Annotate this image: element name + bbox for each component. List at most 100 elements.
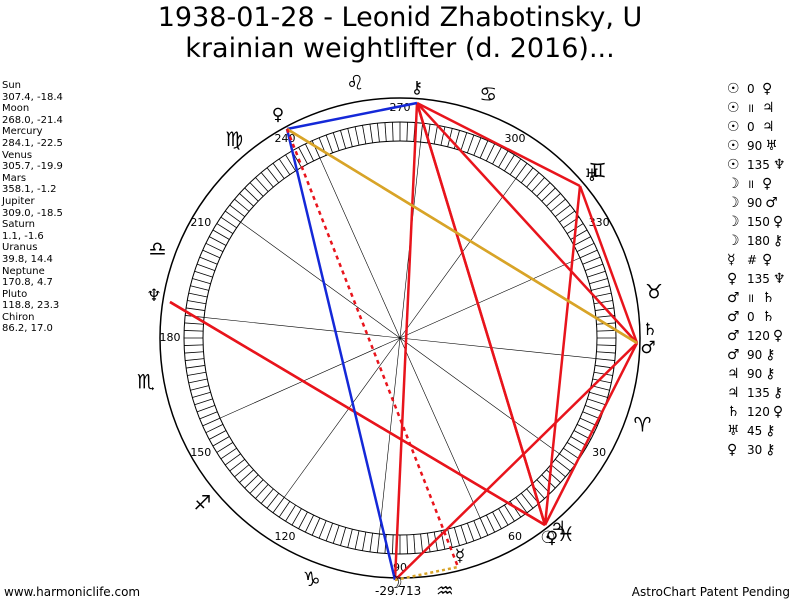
house-spoke xyxy=(399,257,581,339)
degree-label: 210 xyxy=(190,216,211,229)
offset-label: -29.713 xyxy=(375,584,422,598)
degree-tick xyxy=(249,479,264,494)
degree-tick xyxy=(325,134,333,154)
aspect-planet-1: ♂ xyxy=(727,309,740,325)
house-spoke xyxy=(204,317,401,339)
degree-tick xyxy=(589,391,608,398)
aspect-row: ♀ 30 ⚷ xyxy=(727,441,785,460)
degree-tick xyxy=(473,520,482,539)
degree-tick xyxy=(340,527,347,546)
degree-tick xyxy=(244,187,259,202)
zodiac-sign-icon: ♐ xyxy=(193,490,211,514)
degree-tick xyxy=(332,132,340,151)
moon-glyph-icon: ☽ xyxy=(387,573,402,593)
degree-tick xyxy=(492,511,502,529)
degree-tick xyxy=(332,525,340,544)
planet-value: 118.8, 23.3 xyxy=(2,300,60,312)
zodiac-sign-icon: ♈ xyxy=(633,413,651,437)
aspect-planet-2: ⚷ xyxy=(765,366,776,382)
degree-tick xyxy=(554,204,571,218)
degree-label: 150 xyxy=(190,446,211,459)
degree-tick xyxy=(593,371,613,376)
aspect-row: ♂ 120 ♀ xyxy=(727,327,785,346)
planet-value: 86.2, 17.0 xyxy=(2,323,53,335)
degree-tick xyxy=(216,442,234,453)
aspect-planet-1: ♄ xyxy=(727,404,740,420)
aspect-planet-1: ☉ xyxy=(727,81,740,97)
degree-tick xyxy=(541,187,556,202)
aspect-row: ☉ ॥ ♃ xyxy=(727,99,785,118)
aspect-angle: 120 xyxy=(747,405,770,419)
zodiac-sign-icon: ♌ xyxy=(346,70,364,94)
aspect-planet-1: ☉ xyxy=(727,119,740,135)
degree-tick xyxy=(255,484,269,499)
degree-tick xyxy=(186,307,205,311)
degree-tick xyxy=(311,517,321,536)
zodiac-sign-icon: ♉ xyxy=(645,280,663,304)
degree-tick xyxy=(202,249,221,259)
aspect-angle: 0 xyxy=(747,120,755,134)
degree-tick xyxy=(485,143,496,162)
degree-tick xyxy=(559,210,575,223)
zodiac-sign-icon: ♍ xyxy=(225,127,243,151)
degree-tick xyxy=(559,453,575,466)
degree-tick xyxy=(520,492,534,509)
aspect-line xyxy=(543,342,639,526)
planet-value: 284.1, -22.5 xyxy=(2,137,63,149)
degree-tick xyxy=(199,256,218,265)
aspect-row: ☉ 135 ♆ xyxy=(727,156,785,175)
planet-positions-list: Sun 307.4, -18.4 Moon 268.0, -21.4 Mercu… xyxy=(2,80,63,335)
planet-name: Moon xyxy=(2,103,30,115)
degree-tick xyxy=(186,365,205,369)
aspect-line xyxy=(394,565,459,582)
degree-tick xyxy=(194,398,213,406)
footer-website[interactable]: www.harmoniclife.com xyxy=(4,585,141,599)
degree-tick xyxy=(566,442,584,453)
degree-tick xyxy=(573,236,591,246)
aspect-angle: 135 xyxy=(747,386,770,400)
degree-label: 120 xyxy=(275,530,296,543)
degree-tick xyxy=(192,391,211,398)
degree-tick xyxy=(325,522,333,542)
degree-tick xyxy=(187,300,207,305)
degree-tick xyxy=(467,522,475,542)
zodiac-sign-icon: ♎ xyxy=(149,236,167,260)
aspect-line xyxy=(285,128,397,581)
house-spoke xyxy=(283,337,401,498)
aspect-angle: 30 xyxy=(747,443,763,457)
degree-tick xyxy=(199,411,218,420)
degree-tick xyxy=(298,511,308,529)
aspect-planet-1: ♂ xyxy=(727,347,740,363)
degree-label: 240 xyxy=(275,132,296,145)
mars-glyph-icon: ♂ xyxy=(640,338,655,358)
aspect-planet-2: ♅ xyxy=(765,138,778,154)
degree-tick xyxy=(260,488,274,504)
degree-tick xyxy=(596,344,616,346)
degree-tick xyxy=(205,423,224,434)
aspect-angle: ॥ xyxy=(747,101,755,115)
aspect-angle: 90 xyxy=(747,139,763,153)
aspect-planet-2: ♃ xyxy=(762,119,775,135)
degree-label: 30 xyxy=(592,446,606,459)
degree-tick xyxy=(188,292,208,298)
degree-tick xyxy=(479,140,489,159)
sun-glyph-icon: ☉ xyxy=(540,528,555,548)
degree-tick xyxy=(239,469,254,483)
planet-name: Uranus xyxy=(2,242,38,254)
degree-tick xyxy=(596,330,616,332)
aspect-line xyxy=(393,102,419,581)
degree-tick xyxy=(266,167,280,184)
aspect-line xyxy=(394,342,638,581)
aspect-line xyxy=(416,101,581,188)
degree-tick xyxy=(592,378,612,384)
degree-tick xyxy=(526,172,540,188)
degree-tick xyxy=(579,249,598,259)
aspect-planet-1: ♀ xyxy=(727,271,738,287)
degree-tick xyxy=(354,126,360,146)
planet-value: 305.7, -19.9 xyxy=(2,161,63,173)
degree-tick xyxy=(546,469,561,483)
degree-tick xyxy=(216,223,234,234)
aspect-planet-1: ☽ xyxy=(727,233,740,249)
degree-tick xyxy=(587,270,606,278)
degree-tick xyxy=(205,242,224,253)
